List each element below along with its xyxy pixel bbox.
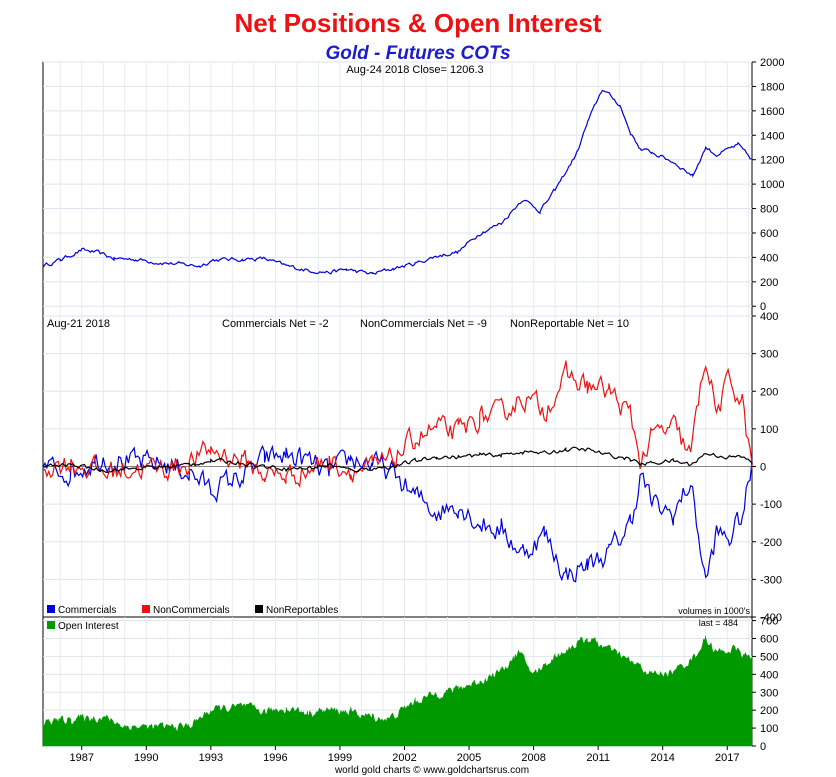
price-panel-frame bbox=[42, 61, 753, 317]
x-tick-label: 2005 bbox=[457, 752, 481, 764]
y-tick-label: 1800 bbox=[760, 81, 784, 93]
y-tick-label: 400 bbox=[760, 669, 778, 681]
y-tick-label: 100 bbox=[760, 723, 778, 735]
price-grid bbox=[43, 61, 752, 316]
y-tick-label: -100 bbox=[760, 499, 782, 511]
y-tick-label: 400 bbox=[760, 311, 778, 323]
x-axis: 1987 1990 1993 1996 1999 2002 2005 2008 2011 2014… bbox=[69, 746, 739, 764]
y-tick-label: 300 bbox=[760, 687, 778, 699]
y-tick-label: 200 bbox=[760, 386, 778, 398]
y-tick-label: 200 bbox=[760, 277, 778, 289]
y-tick-label: -200 bbox=[760, 537, 782, 549]
x-tick-label: 1987 bbox=[69, 752, 93, 764]
x-tick-label: 2017 bbox=[715, 752, 739, 764]
y-tick-label: 0 bbox=[760, 301, 766, 313]
y-tick-label: 700 bbox=[760, 616, 778, 628]
net-positions-y-axis: -400 -300 -200 -100 0 100 200 300 400 bbox=[752, 311, 782, 624]
x-tick-label: 1993 bbox=[199, 752, 223, 764]
y-tick-label: 600 bbox=[760, 228, 778, 240]
noncommercials-line bbox=[42, 360, 753, 489]
legend-label-open-interest: Open Interest bbox=[58, 621, 119, 632]
noncommercials-net-readout: NonCommercials Net = -9 bbox=[360, 318, 487, 330]
legend-label-commercials: Commercials bbox=[58, 605, 116, 616]
x-tick-label: 1990 bbox=[134, 752, 158, 764]
footer-credit: world gold charts © www.goldchartsrus.co… bbox=[334, 765, 529, 776]
y-tick-label: 100 bbox=[760, 424, 778, 436]
price-series bbox=[42, 89, 753, 275]
price-panel: 0 200 400 600 800 1000 1200 1400 1600 1800 2000 Au… bbox=[42, 57, 784, 317]
legend-swatch-commercials bbox=[47, 605, 55, 613]
x-tick-label: 1996 bbox=[263, 752, 287, 764]
net-positions-series bbox=[42, 360, 753, 583]
open-interest-last-value: last = 484 bbox=[699, 618, 738, 628]
chart-title: Net Positions & Open Interest bbox=[234, 8, 602, 38]
y-tick-label: 300 bbox=[760, 349, 778, 361]
chart-subtitle: Gold - Futures COTs bbox=[325, 43, 511, 64]
y-tick-label: 0 bbox=[760, 741, 766, 753]
y-tick-label: 400 bbox=[760, 252, 778, 264]
volume-units-note: volumes in 1000's bbox=[678, 606, 750, 616]
open-interest-series bbox=[42, 635, 753, 747]
net-positions-legend: Commercials NonCommercials NonReportable… bbox=[47, 605, 338, 616]
open-interest-y-axis: 0 100 200 300 400 500 600 700 bbox=[752, 616, 778, 753]
y-tick-label: -300 bbox=[760, 574, 782, 586]
nonreportables-line bbox=[42, 446, 753, 474]
y-tick-label: 600 bbox=[760, 634, 778, 646]
price-y-axis: 0 200 400 600 800 1000 1200 1400 1600 1800 2000 bbox=[752, 57, 784, 313]
legend-label-noncommercials: NonCommercials bbox=[153, 605, 230, 616]
cot-report-date: Aug-21 2018 bbox=[47, 318, 110, 330]
series-0-line bbox=[42, 89, 753, 275]
y-tick-label: 1600 bbox=[760, 106, 784, 118]
y-tick-label: -400 bbox=[760, 612, 782, 624]
legend-swatch-nonreportables bbox=[255, 605, 263, 613]
x-tick-label: 2002 bbox=[392, 752, 416, 764]
y-tick-label: 1000 bbox=[760, 179, 784, 191]
legend-swatch-noncommercials bbox=[142, 605, 150, 613]
y-tick-label: 1400 bbox=[760, 130, 784, 142]
open-interest-panel: 0 100 200 300 400 500 600 700 Open Interest las… bbox=[42, 616, 778, 753]
y-tick-label: 200 bbox=[760, 705, 778, 717]
x-tick-label: 1999 bbox=[328, 752, 352, 764]
x-tick-label: 2014 bbox=[650, 752, 674, 764]
y-tick-label: 2000 bbox=[760, 57, 784, 69]
x-tick-label: 2011 bbox=[586, 752, 610, 764]
commercials-line bbox=[42, 444, 753, 583]
commercials-net-readout: Commercials Net = -2 bbox=[222, 318, 329, 330]
x-tick-label: 2008 bbox=[521, 752, 545, 764]
net-positions-panel: -400 -300 -200 -100 0 100 200 300 400 Aug-21 201… bbox=[42, 311, 782, 624]
legend-label-nonreportables: NonReportables bbox=[266, 605, 338, 616]
y-tick-label: 0 bbox=[760, 462, 766, 474]
price-panel-header: Aug-24 2018 Close= 1206.3 bbox=[346, 64, 483, 76]
nonreportable-net-readout: NonReportable Net = 10 bbox=[510, 318, 629, 330]
y-tick-label: 1200 bbox=[760, 155, 784, 167]
legend-swatch-open-interest bbox=[47, 621, 55, 629]
open-interest-area bbox=[42, 635, 753, 747]
y-tick-label: 500 bbox=[760, 651, 778, 663]
y-tick-label: 800 bbox=[760, 204, 778, 216]
